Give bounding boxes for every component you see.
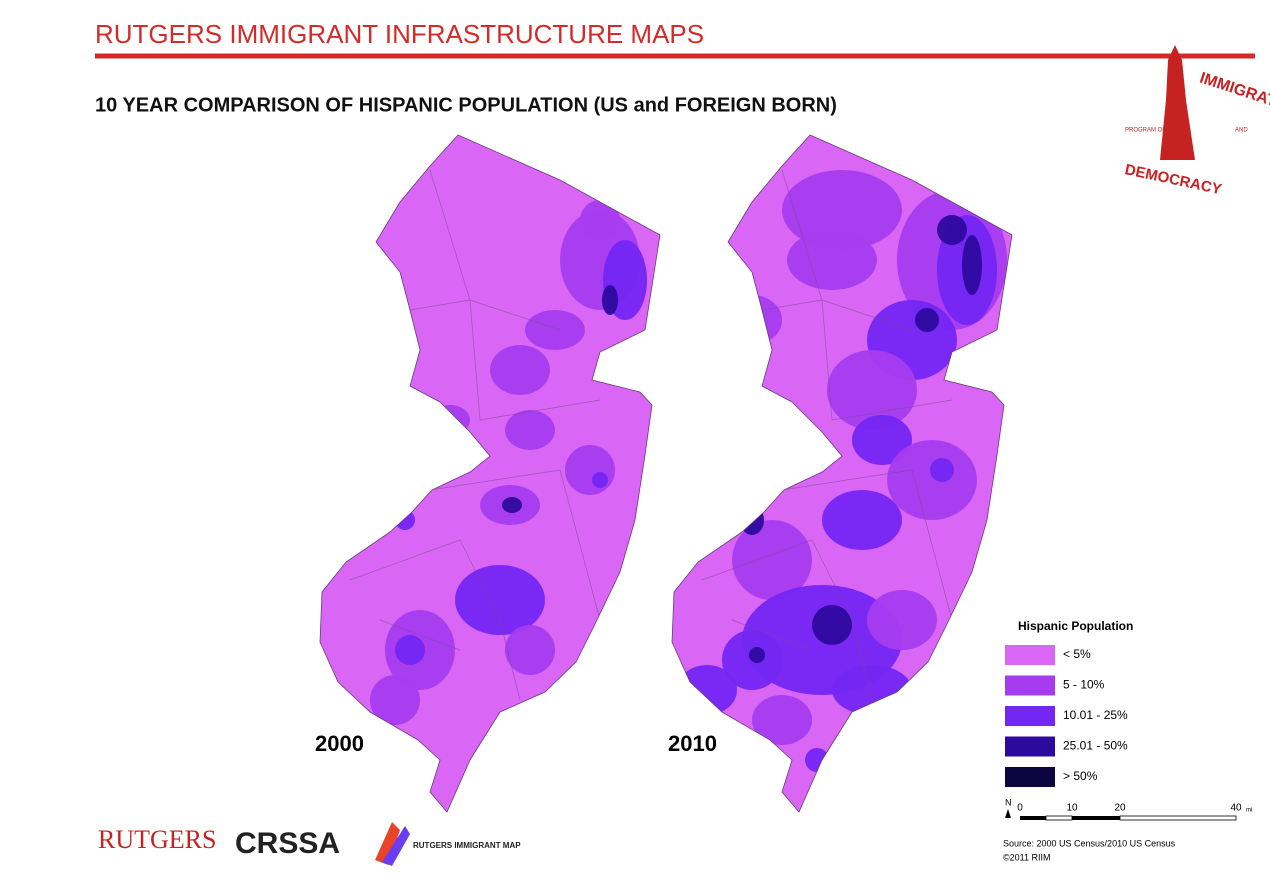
county-line xyxy=(499,619,521,701)
scale-seg xyxy=(1119,815,1237,821)
title: RUTGERS IMMIGRANT INFRASTRUCTURE MAPS xyxy=(95,19,704,49)
map-2010 xyxy=(671,134,1013,813)
rutgers-logo: RUTGERS xyxy=(98,825,216,854)
legend-label: 10.01 - 25% xyxy=(1063,708,1128,722)
scale-unit: mi xyxy=(1246,808,1252,814)
county-line xyxy=(761,299,823,311)
map-label: 2010 xyxy=(668,731,717,756)
legend-swatch xyxy=(1005,675,1055,696)
region xyxy=(602,285,618,315)
region xyxy=(370,675,420,725)
county-line xyxy=(781,169,823,301)
county-line xyxy=(479,399,601,421)
map-logo: RUTGERS IMMIGRANT MAP xyxy=(413,841,521,850)
map-logo-mark xyxy=(375,822,400,865)
logo-left: PROGRAM ON xyxy=(1125,128,1167,134)
scale-label: 0 xyxy=(1017,803,1023,814)
region xyxy=(525,310,585,350)
source: Source: 2000 US Census/2010 US Census xyxy=(1003,838,1176,848)
county-line xyxy=(409,299,471,311)
crssa-logo: CRSSA xyxy=(235,827,340,860)
region xyxy=(805,748,829,772)
region xyxy=(580,200,620,240)
region xyxy=(827,350,917,430)
region xyxy=(787,230,877,290)
region xyxy=(752,695,812,745)
county-line xyxy=(349,539,461,581)
region xyxy=(887,440,977,520)
north-label: N xyxy=(1005,797,1012,807)
county-line xyxy=(429,169,471,301)
county-line xyxy=(851,619,873,701)
region xyxy=(937,215,967,245)
region xyxy=(962,235,982,295)
region xyxy=(505,625,555,675)
county-line xyxy=(379,619,461,651)
region xyxy=(832,665,912,715)
county-line xyxy=(821,299,913,331)
legend-swatch xyxy=(1005,736,1055,757)
county-line xyxy=(469,299,561,331)
legend-label: < 5% xyxy=(1063,647,1091,661)
region xyxy=(915,308,939,332)
region xyxy=(565,445,615,495)
region xyxy=(852,415,912,465)
region xyxy=(867,590,937,650)
legend: Hispanic Population < 5% 5 - 10% 10.01 - 2… xyxy=(1005,619,1133,787)
region xyxy=(490,345,550,395)
county-line xyxy=(459,539,501,621)
legend-label: > 50% xyxy=(1063,769,1098,783)
region xyxy=(395,635,425,665)
map-2000 xyxy=(319,134,661,813)
logo-top: IMMIGRATION xyxy=(1197,70,1270,120)
county-line xyxy=(821,299,833,421)
legend-title: Hispanic Population xyxy=(1018,619,1133,633)
region xyxy=(455,565,545,635)
legend-swatch xyxy=(1005,706,1055,726)
statue xyxy=(1160,45,1195,160)
region xyxy=(782,170,902,250)
legend-swatch xyxy=(1005,767,1055,787)
region xyxy=(749,647,765,663)
region xyxy=(502,497,522,513)
region xyxy=(505,410,555,450)
logo: IMMIGRATION PROGRAM ON AND DEMOCRACY xyxy=(1123,45,1270,198)
region xyxy=(430,405,470,435)
region xyxy=(930,458,954,482)
legend-label: 5 - 10% xyxy=(1063,678,1105,692)
region xyxy=(395,510,415,530)
scale-label: 20 xyxy=(1114,803,1126,814)
region xyxy=(722,295,782,345)
region xyxy=(732,520,812,600)
county-line xyxy=(781,469,913,491)
scale-seg xyxy=(1072,816,1120,820)
legend-label: 25.01 - 50% xyxy=(1063,739,1128,753)
county-line xyxy=(911,469,953,621)
county-line xyxy=(559,469,601,621)
logo-bottom: DEMOCRACY xyxy=(1123,161,1223,198)
scale-label: 10 xyxy=(1066,803,1078,814)
county-line xyxy=(811,539,853,621)
region xyxy=(812,605,852,645)
county-line xyxy=(701,539,813,581)
county-line xyxy=(429,469,561,491)
map-fill xyxy=(349,169,647,725)
region xyxy=(822,490,902,550)
map-logo-mark xyxy=(382,826,410,866)
map-label: 2000 xyxy=(315,731,364,756)
region xyxy=(592,472,608,488)
scale-label: 40 xyxy=(1230,803,1242,814)
copyright: ©2011 RIIM xyxy=(1003,852,1050,862)
county-line xyxy=(469,299,481,421)
county-line xyxy=(731,619,813,651)
subtitle: 10 YEAR COMPARISON OF HISPANIC POPULATIO… xyxy=(95,94,837,116)
scale-seg xyxy=(1045,815,1073,821)
county-line xyxy=(831,399,953,421)
scale-bar: N 0 10 20 40 mi xyxy=(1005,797,1252,821)
scale-seg xyxy=(1020,816,1046,820)
logo-right: AND xyxy=(1235,128,1248,134)
north-arrow xyxy=(1005,809,1011,818)
legend-swatch xyxy=(1005,645,1055,665)
